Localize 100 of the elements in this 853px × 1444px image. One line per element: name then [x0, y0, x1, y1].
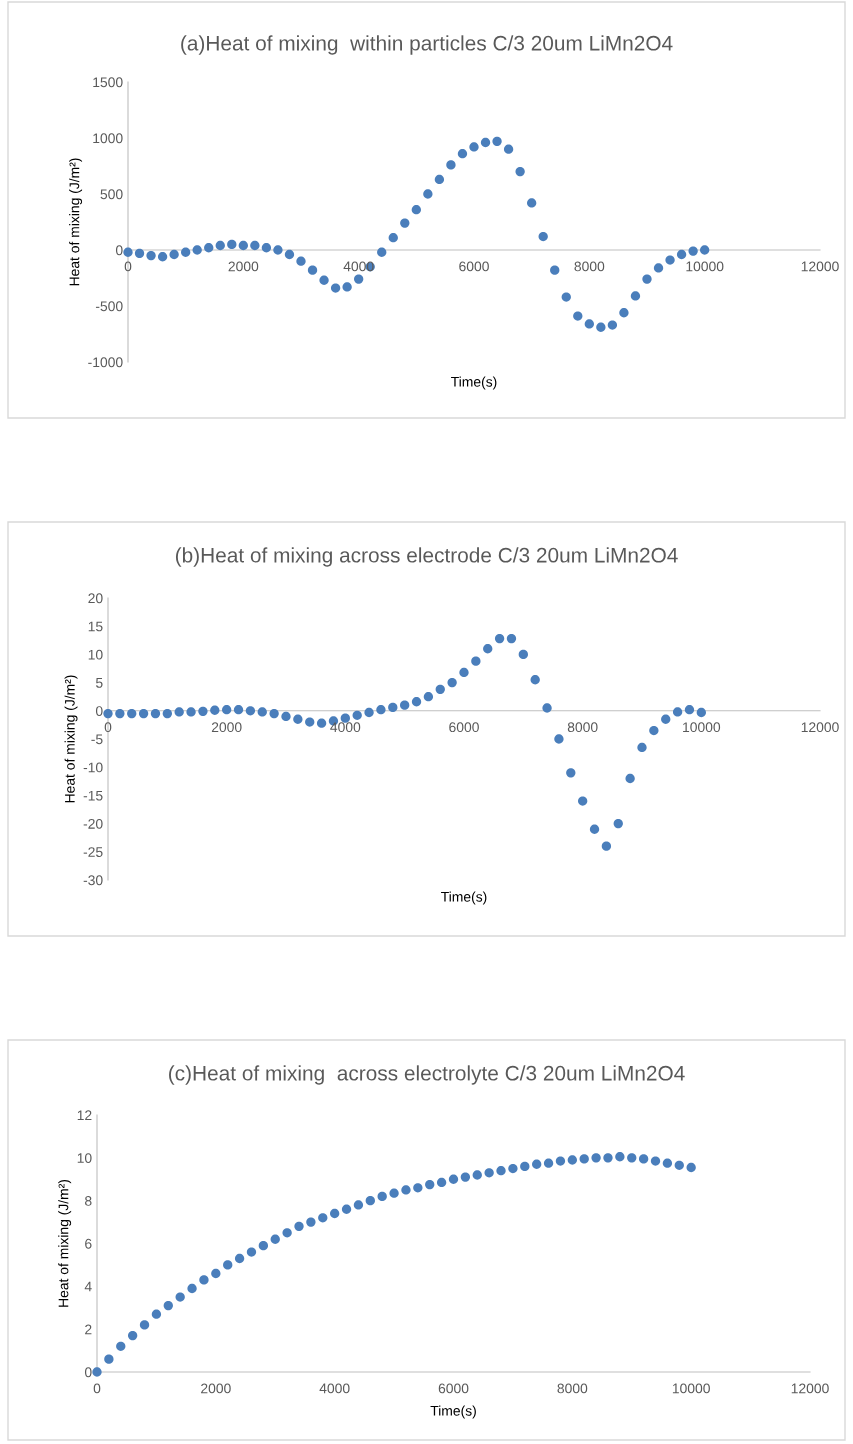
- point: [411, 697, 422, 707]
- x-axis-title: Time(s): [451, 376, 497, 390]
- point: [307, 265, 318, 275]
- point: [413, 1183, 423, 1193]
- point: [423, 692, 434, 702]
- x-tick-label: 8000: [557, 1383, 588, 1394]
- point: [138, 708, 149, 719]
- point: [638, 1154, 649, 1164]
- point: [223, 1260, 233, 1270]
- y-tick-label: 20: [88, 593, 103, 604]
- point: [561, 292, 571, 302]
- y-tick-label: 10: [77, 1153, 92, 1163]
- point: [637, 742, 647, 753]
- point: [233, 705, 244, 715]
- point: [543, 1158, 554, 1168]
- x-tick-label: 2000: [201, 1383, 231, 1394]
- point: [401, 1185, 411, 1195]
- point: [269, 708, 279, 719]
- point: [316, 718, 327, 728]
- point: [542, 703, 552, 713]
- point: [601, 841, 612, 851]
- point: [238, 240, 248, 251]
- point: [115, 708, 125, 719]
- x-tick-label: 12000: [791, 1383, 829, 1394]
- x-tick-label: 6000: [449, 722, 479, 733]
- point: [484, 1168, 494, 1178]
- point: [162, 708, 172, 719]
- point: [508, 1163, 518, 1174]
- point: [472, 1170, 482, 1180]
- point: [672, 707, 683, 717]
- y-tick-label: -25: [83, 847, 103, 857]
- point: [192, 245, 202, 255]
- x-axis-title: Time(s): [441, 891, 487, 905]
- x-tick-label: 8000: [567, 722, 598, 733]
- point: [446, 160, 456, 170]
- point: [377, 247, 387, 257]
- point: [411, 205, 421, 215]
- y-tick-label: 0: [115, 245, 123, 256]
- point: [389, 1188, 399, 1198]
- point: [227, 239, 237, 250]
- y-axis-title: Heat of mixing (J/m²): [58, 1179, 72, 1307]
- point: [151, 1309, 162, 1319]
- point: [607, 320, 618, 330]
- point: [494, 633, 505, 644]
- x-tick-label: 2000: [228, 261, 259, 272]
- point: [434, 174, 445, 185]
- point: [104, 1354, 114, 1364]
- point: [246, 1247, 257, 1257]
- point: [261, 243, 272, 253]
- point: [146, 250, 156, 261]
- point: [554, 734, 564, 744]
- point: [469, 142, 479, 152]
- point: [294, 1221, 304, 1232]
- point: [330, 1208, 340, 1219]
- point: [293, 714, 303, 724]
- y-tick-label: 1000: [93, 133, 123, 144]
- point: [134, 248, 145, 259]
- point: [139, 1320, 150, 1330]
- y-tick-label: -10: [83, 762, 103, 773]
- point: [596, 322, 606, 332]
- point: [448, 1174, 459, 1184]
- x-tick-label: 4000: [319, 1383, 350, 1394]
- point: [457, 149, 468, 159]
- y-tick-label: -1000: [88, 357, 123, 368]
- point: [377, 1191, 387, 1202]
- point: [174, 707, 184, 717]
- point: [550, 265, 560, 275]
- point: [353, 1200, 364, 1210]
- point: [459, 667, 469, 678]
- point: [573, 311, 583, 321]
- point: [187, 1283, 197, 1294]
- point: [538, 231, 548, 242]
- y-tick-label: 500: [100, 189, 123, 200]
- point: [630, 291, 641, 301]
- point: [589, 824, 600, 834]
- point: [447, 677, 457, 688]
- x-axis-title: Time(s): [430, 1405, 476, 1419]
- point: [613, 818, 623, 829]
- chart-title: (b)Heat of mixing across electrode C/3 20um LiMn2O4: [175, 547, 678, 567]
- y-axis-title: Heat of mixing (J/m²): [69, 158, 83, 286]
- x-tick-label: 4000: [330, 722, 361, 733]
- point: [270, 1234, 280, 1244]
- point: [388, 702, 398, 713]
- x-tick-label: 12000: [801, 261, 839, 272]
- point: [700, 245, 710, 255]
- point: [306, 1217, 316, 1227]
- point: [245, 706, 256, 716]
- point: [305, 717, 315, 727]
- point: [653, 263, 664, 273]
- point: [318, 1213, 328, 1223]
- point: [284, 249, 295, 260]
- point: [282, 1228, 292, 1238]
- point: [527, 198, 537, 208]
- point: [625, 773, 635, 784]
- point: [296, 256, 306, 266]
- y-tick-label: 5: [95, 678, 103, 688]
- point: [642, 274, 652, 284]
- point: [388, 233, 398, 243]
- x-tick-label: 10000: [683, 722, 721, 733]
- x-tick-label: 12000: [801, 722, 839, 733]
